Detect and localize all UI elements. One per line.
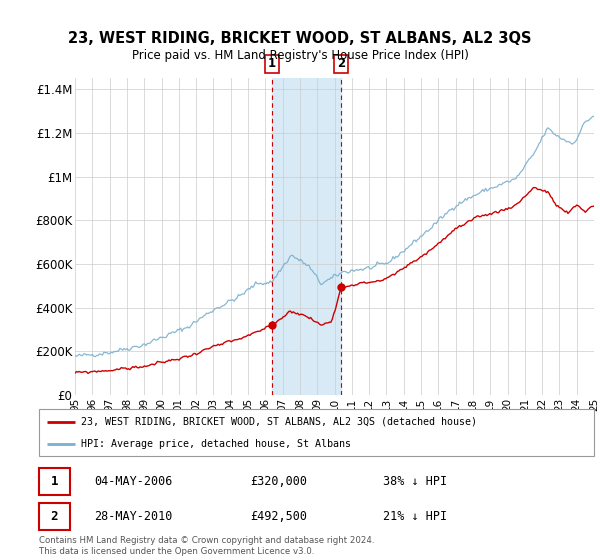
Text: Price paid vs. HM Land Registry's House Price Index (HPI): Price paid vs. HM Land Registry's House … xyxy=(131,49,469,62)
FancyBboxPatch shape xyxy=(39,503,70,530)
Text: £320,000: £320,000 xyxy=(250,475,307,488)
Text: 2: 2 xyxy=(337,58,346,71)
Text: 38% ↓ HPI: 38% ↓ HPI xyxy=(383,475,447,488)
Text: Contains HM Land Registry data © Crown copyright and database right 2024.
This d: Contains HM Land Registry data © Crown c… xyxy=(39,536,374,556)
Text: 23, WEST RIDING, BRICKET WOOD, ST ALBANS, AL2 3QS: 23, WEST RIDING, BRICKET WOOD, ST ALBANS… xyxy=(68,31,532,46)
Text: 28-MAY-2010: 28-MAY-2010 xyxy=(95,510,173,523)
Text: 21% ↓ HPI: 21% ↓ HPI xyxy=(383,510,447,523)
Text: 04-MAY-2006: 04-MAY-2006 xyxy=(95,475,173,488)
Text: 23, WEST RIDING, BRICKET WOOD, ST ALBANS, AL2 3QS (detached house): 23, WEST RIDING, BRICKET WOOD, ST ALBANS… xyxy=(80,417,476,427)
Text: 1: 1 xyxy=(50,475,58,488)
Text: 1: 1 xyxy=(268,58,276,71)
Text: HPI: Average price, detached house, St Albans: HPI: Average price, detached house, St A… xyxy=(80,438,350,449)
FancyBboxPatch shape xyxy=(39,468,70,495)
Bar xyxy=(272,78,341,395)
Text: 2: 2 xyxy=(50,510,58,523)
FancyBboxPatch shape xyxy=(39,409,594,456)
Text: £492,500: £492,500 xyxy=(250,510,307,523)
